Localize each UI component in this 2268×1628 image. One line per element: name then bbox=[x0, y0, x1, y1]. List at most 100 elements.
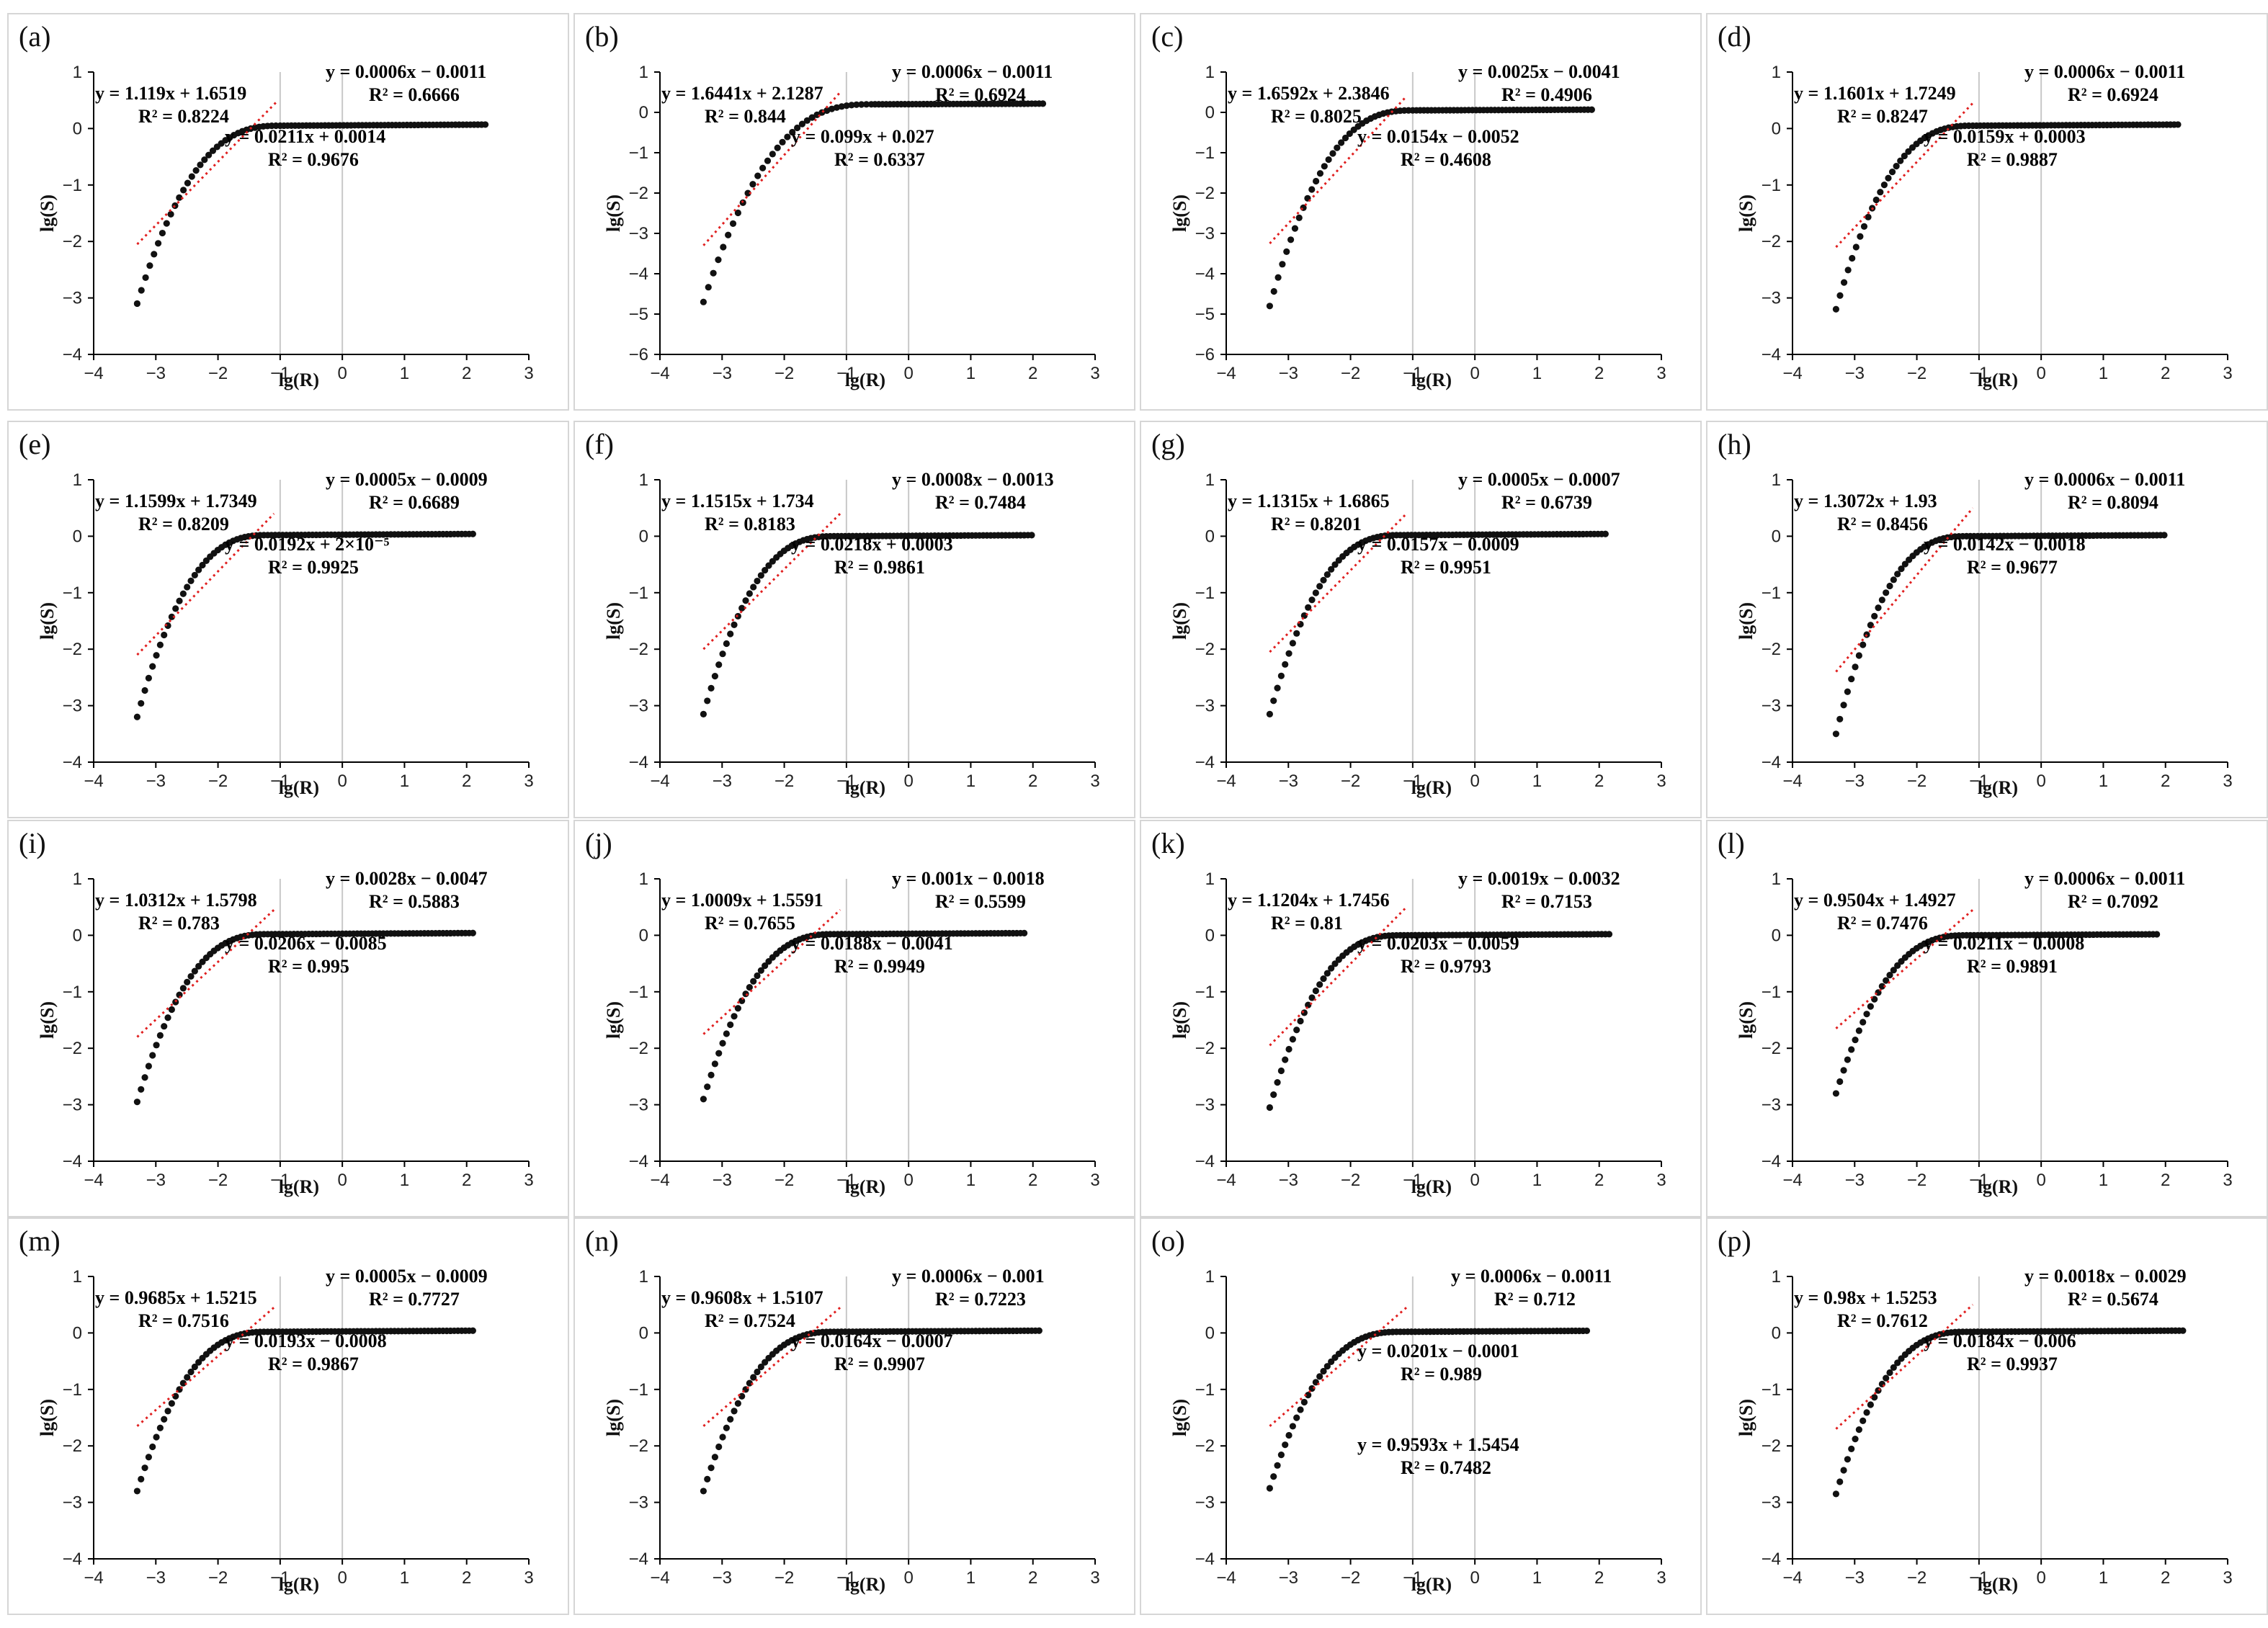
equation-label: y = 1.1204x + 1.7456 bbox=[1228, 890, 1390, 911]
data-point bbox=[1878, 983, 1885, 990]
x-tick-label: 3 bbox=[1090, 771, 1099, 791]
x-tick-label: 1 bbox=[966, 364, 975, 383]
data-point bbox=[1855, 652, 1862, 659]
x-tick-label: 2 bbox=[1028, 1171, 1037, 1190]
data-point bbox=[141, 1464, 148, 1472]
data-point bbox=[762, 1359, 769, 1366]
data-point bbox=[1320, 576, 1327, 583]
data-point bbox=[1308, 596, 1316, 604]
data-series bbox=[133, 530, 476, 720]
fit-line bbox=[1269, 512, 1408, 653]
x-tick-label: 3 bbox=[524, 771, 533, 791]
data-series bbox=[133, 121, 489, 308]
x-tick-label: −1 bbox=[836, 771, 856, 791]
data-point bbox=[1871, 612, 1878, 620]
data-point bbox=[1857, 233, 1864, 240]
data-point bbox=[209, 147, 217, 154]
x-axis-title: lg(R) bbox=[279, 1176, 319, 1197]
data-point bbox=[1844, 267, 1852, 274]
data-point bbox=[1894, 962, 1901, 970]
y-axis-title: lg(S) bbox=[1736, 1399, 1756, 1436]
equation-label: y = 0.0206x − 0.0085 bbox=[225, 933, 387, 954]
data-point bbox=[1316, 981, 1323, 988]
data-point bbox=[1277, 672, 1285, 679]
x-tick-label: −1 bbox=[836, 1171, 856, 1190]
data-point bbox=[779, 138, 786, 146]
equation-label: y = 0.0006x − 0.001 bbox=[892, 1266, 1045, 1287]
r-squared-label: R² = 0.9676 bbox=[268, 149, 359, 170]
data-point bbox=[1852, 1436, 1859, 1443]
data-point bbox=[727, 630, 734, 638]
data-point bbox=[133, 1099, 140, 1106]
data-point bbox=[1282, 661, 1289, 668]
chart-panel: −4 −3 −2 −1 0 1 2 3 −4 −3 −2 −1 0 1 lg(R) lg(S) (g) y = 1… bbox=[1140, 421, 1702, 818]
y-axis-title: lg(S) bbox=[603, 1001, 624, 1039]
x-tick-label: 1 bbox=[966, 771, 975, 791]
r-squared-label: R² = 0.9907 bbox=[834, 1354, 925, 1374]
equation-label: y = 0.0193x − 0.0008 bbox=[225, 1330, 387, 1351]
data-point bbox=[1295, 214, 1303, 221]
x-tick-label: −4 bbox=[84, 1568, 103, 1588]
data-point bbox=[862, 101, 870, 108]
data-point bbox=[1875, 604, 1882, 612]
data-point bbox=[168, 1400, 175, 1407]
data-point bbox=[1297, 1017, 1304, 1025]
data-point bbox=[1605, 931, 1613, 938]
data-point bbox=[149, 1443, 156, 1451]
x-axis-title: lg(R) bbox=[1411, 1176, 1452, 1197]
data-point bbox=[1323, 1363, 1331, 1370]
y-tick-label: −1 bbox=[1762, 176, 1781, 195]
r-squared-label: R² = 0.8247 bbox=[1837, 106, 1928, 127]
x-tick-label: −1 bbox=[1969, 771, 1988, 791]
x-tick-label: 1 bbox=[1532, 364, 1542, 383]
data-point bbox=[1836, 1078, 1844, 1086]
x-tick-label: −1 bbox=[1403, 1568, 1422, 1588]
x-tick-label: −4 bbox=[84, 1171, 103, 1190]
y-tick-label: −1 bbox=[629, 583, 648, 603]
x-tick-label: −3 bbox=[146, 1568, 166, 1588]
x-tick-label: −2 bbox=[774, 771, 794, 791]
x-tick-label: −1 bbox=[1403, 771, 1422, 791]
data-point bbox=[172, 605, 179, 612]
x-tick-label: 0 bbox=[337, 364, 347, 383]
x-tick-label: −4 bbox=[1216, 771, 1236, 791]
data-point bbox=[700, 710, 707, 717]
fit-line bbox=[1835, 507, 1974, 673]
y-tick-label: −1 bbox=[1762, 1380, 1781, 1400]
data-point bbox=[1279, 261, 1286, 268]
x-axis-title: lg(R) bbox=[845, 777, 885, 798]
panel-label: (l) bbox=[1718, 827, 1745, 859]
equation-label: y = 0.001x − 0.0018 bbox=[892, 868, 1045, 889]
y-tick-label: 0 bbox=[73, 1323, 82, 1343]
data-point bbox=[1285, 1431, 1293, 1439]
data-point bbox=[1852, 1036, 1859, 1044]
x-axis-title: lg(R) bbox=[1978, 1574, 2018, 1595]
data-series bbox=[1832, 121, 2182, 313]
data-point bbox=[167, 210, 174, 218]
equation-label: y = 0.0005x − 0.0009 bbox=[326, 1266, 488, 1287]
panel-label: (i) bbox=[19, 827, 46, 859]
x-tick-label: −2 bbox=[208, 1171, 228, 1190]
fit-line bbox=[136, 512, 275, 656]
equation-label: y = 0.0008x − 0.0013 bbox=[892, 469, 1054, 490]
y-tick-label: −6 bbox=[1195, 345, 1215, 364]
data-point bbox=[133, 300, 140, 308]
y-tick-label: −3 bbox=[1762, 1493, 1781, 1513]
data-series bbox=[1832, 931, 2161, 1097]
data-point bbox=[720, 243, 727, 251]
equation-label: y = 1.0009x + 1.5591 bbox=[661, 890, 823, 911]
r-squared-label: R² = 0.7092 bbox=[2068, 891, 2158, 912]
x-tick-label: −2 bbox=[1341, 1171, 1360, 1190]
data-point bbox=[1266, 303, 1273, 310]
y-tick-label: 1 bbox=[639, 1267, 648, 1287]
data-point bbox=[163, 220, 170, 227]
x-tick-label: 0 bbox=[2036, 771, 2045, 791]
data-point bbox=[738, 1392, 746, 1400]
data-point bbox=[798, 120, 806, 128]
x-tick-label: 0 bbox=[903, 771, 913, 791]
data-point bbox=[1274, 1079, 1281, 1086]
data-point bbox=[1270, 287, 1277, 295]
x-tick-label: 1 bbox=[1532, 771, 1542, 791]
data-point bbox=[1320, 975, 1327, 983]
data-point bbox=[1305, 1392, 1312, 1399]
